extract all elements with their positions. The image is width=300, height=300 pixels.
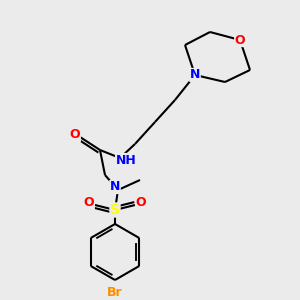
Text: O: O bbox=[235, 34, 245, 46]
Text: S: S bbox=[110, 203, 120, 217]
Text: O: O bbox=[84, 196, 94, 209]
Text: Br: Br bbox=[107, 286, 123, 298]
Text: O: O bbox=[136, 196, 146, 209]
Text: O: O bbox=[70, 128, 80, 142]
Text: N: N bbox=[110, 181, 120, 194]
Text: NH: NH bbox=[116, 154, 136, 166]
Text: N: N bbox=[190, 68, 200, 82]
